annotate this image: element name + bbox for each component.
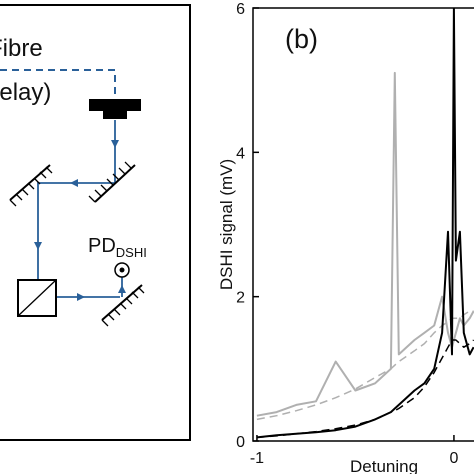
fit-line <box>256 339 474 439</box>
y-tick-label: 0 <box>236 434 245 451</box>
y-axis-label: DSHI signal (mV) <box>217 159 236 290</box>
signal-line <box>256 8 474 439</box>
y-tick-label: 4 <box>236 145 245 162</box>
axis-frame <box>252 7 474 442</box>
detector-name: PD <box>88 235 116 257</box>
fibre-label: Fibre <box>0 35 43 62</box>
y-tick-label: 2 <box>236 290 245 307</box>
setup-diagram <box>0 4 191 441</box>
diagram-frame <box>0 4 191 441</box>
fit-line <box>256 310 474 421</box>
plot-data <box>256 8 474 439</box>
beam-path <box>37 120 120 298</box>
fibre-line <box>0 69 116 100</box>
x-tick-label: 0 <box>449 450 458 467</box>
chart: 0 2 4 6 -1 0 DSHI signal (mV) Detuning (b) <box>217 1 474 474</box>
panel-label: (b) <box>285 24 318 54</box>
detector-subscript: DSHI <box>116 245 147 260</box>
mirror-hatching <box>9 161 145 327</box>
source <box>89 99 141 119</box>
splitter-diagonal <box>17 279 57 317</box>
detector-label: PDDSHI <box>88 235 147 260</box>
delay-label: (delay) <box>0 79 51 106</box>
arrows <box>34 140 126 301</box>
y-tick-label: 6 <box>236 1 245 18</box>
x-tick-label: -1 <box>250 450 264 467</box>
photodiode-core <box>119 267 125 273</box>
signal-line <box>256 71 474 417</box>
x-axis-label: Detuning <box>350 457 418 474</box>
